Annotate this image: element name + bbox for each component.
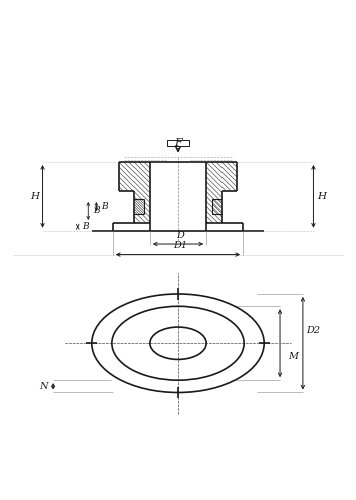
Text: M: M [288, 352, 298, 360]
Ellipse shape [92, 294, 264, 392]
Text: B: B [82, 222, 89, 232]
Ellipse shape [112, 306, 244, 380]
Text: B: B [93, 206, 99, 216]
Text: B: B [101, 202, 108, 211]
Text: H: H [30, 192, 39, 201]
Ellipse shape [150, 327, 206, 360]
Text: H: H [317, 192, 326, 201]
Text: N: N [39, 382, 47, 391]
Text: D1: D1 [173, 242, 187, 250]
FancyBboxPatch shape [167, 140, 189, 146]
Text: F: F [174, 138, 182, 147]
Text: D2: D2 [306, 326, 320, 336]
Text: D: D [176, 231, 184, 240]
